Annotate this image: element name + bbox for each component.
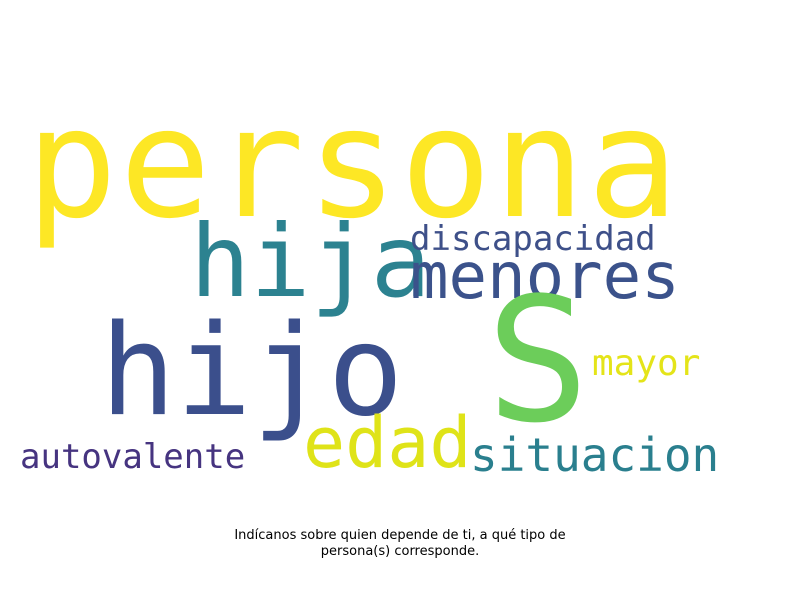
word-situacion: situacion: [470, 428, 720, 482]
word-mayor: mayor: [592, 343, 701, 384]
word-autovalente: autovalente: [20, 437, 246, 477]
caption: Indícanos sobre quien depende de ti, a q…: [200, 528, 600, 560]
caption-line-1: Indícanos sobre quien depende de ti, a q…: [234, 528, 566, 543]
word-persona: persona: [26, 75, 681, 252]
word-hijo: hijo: [100, 297, 404, 444]
caption-line-2: persona(s) corresponde.: [320, 544, 480, 559]
word-menores: menores: [410, 240, 680, 314]
word-hija: hija: [190, 203, 431, 320]
word-s: S: [486, 260, 590, 461]
word-discapacidad: discapacidad: [410, 219, 656, 259]
word-edad: edad: [303, 402, 472, 484]
